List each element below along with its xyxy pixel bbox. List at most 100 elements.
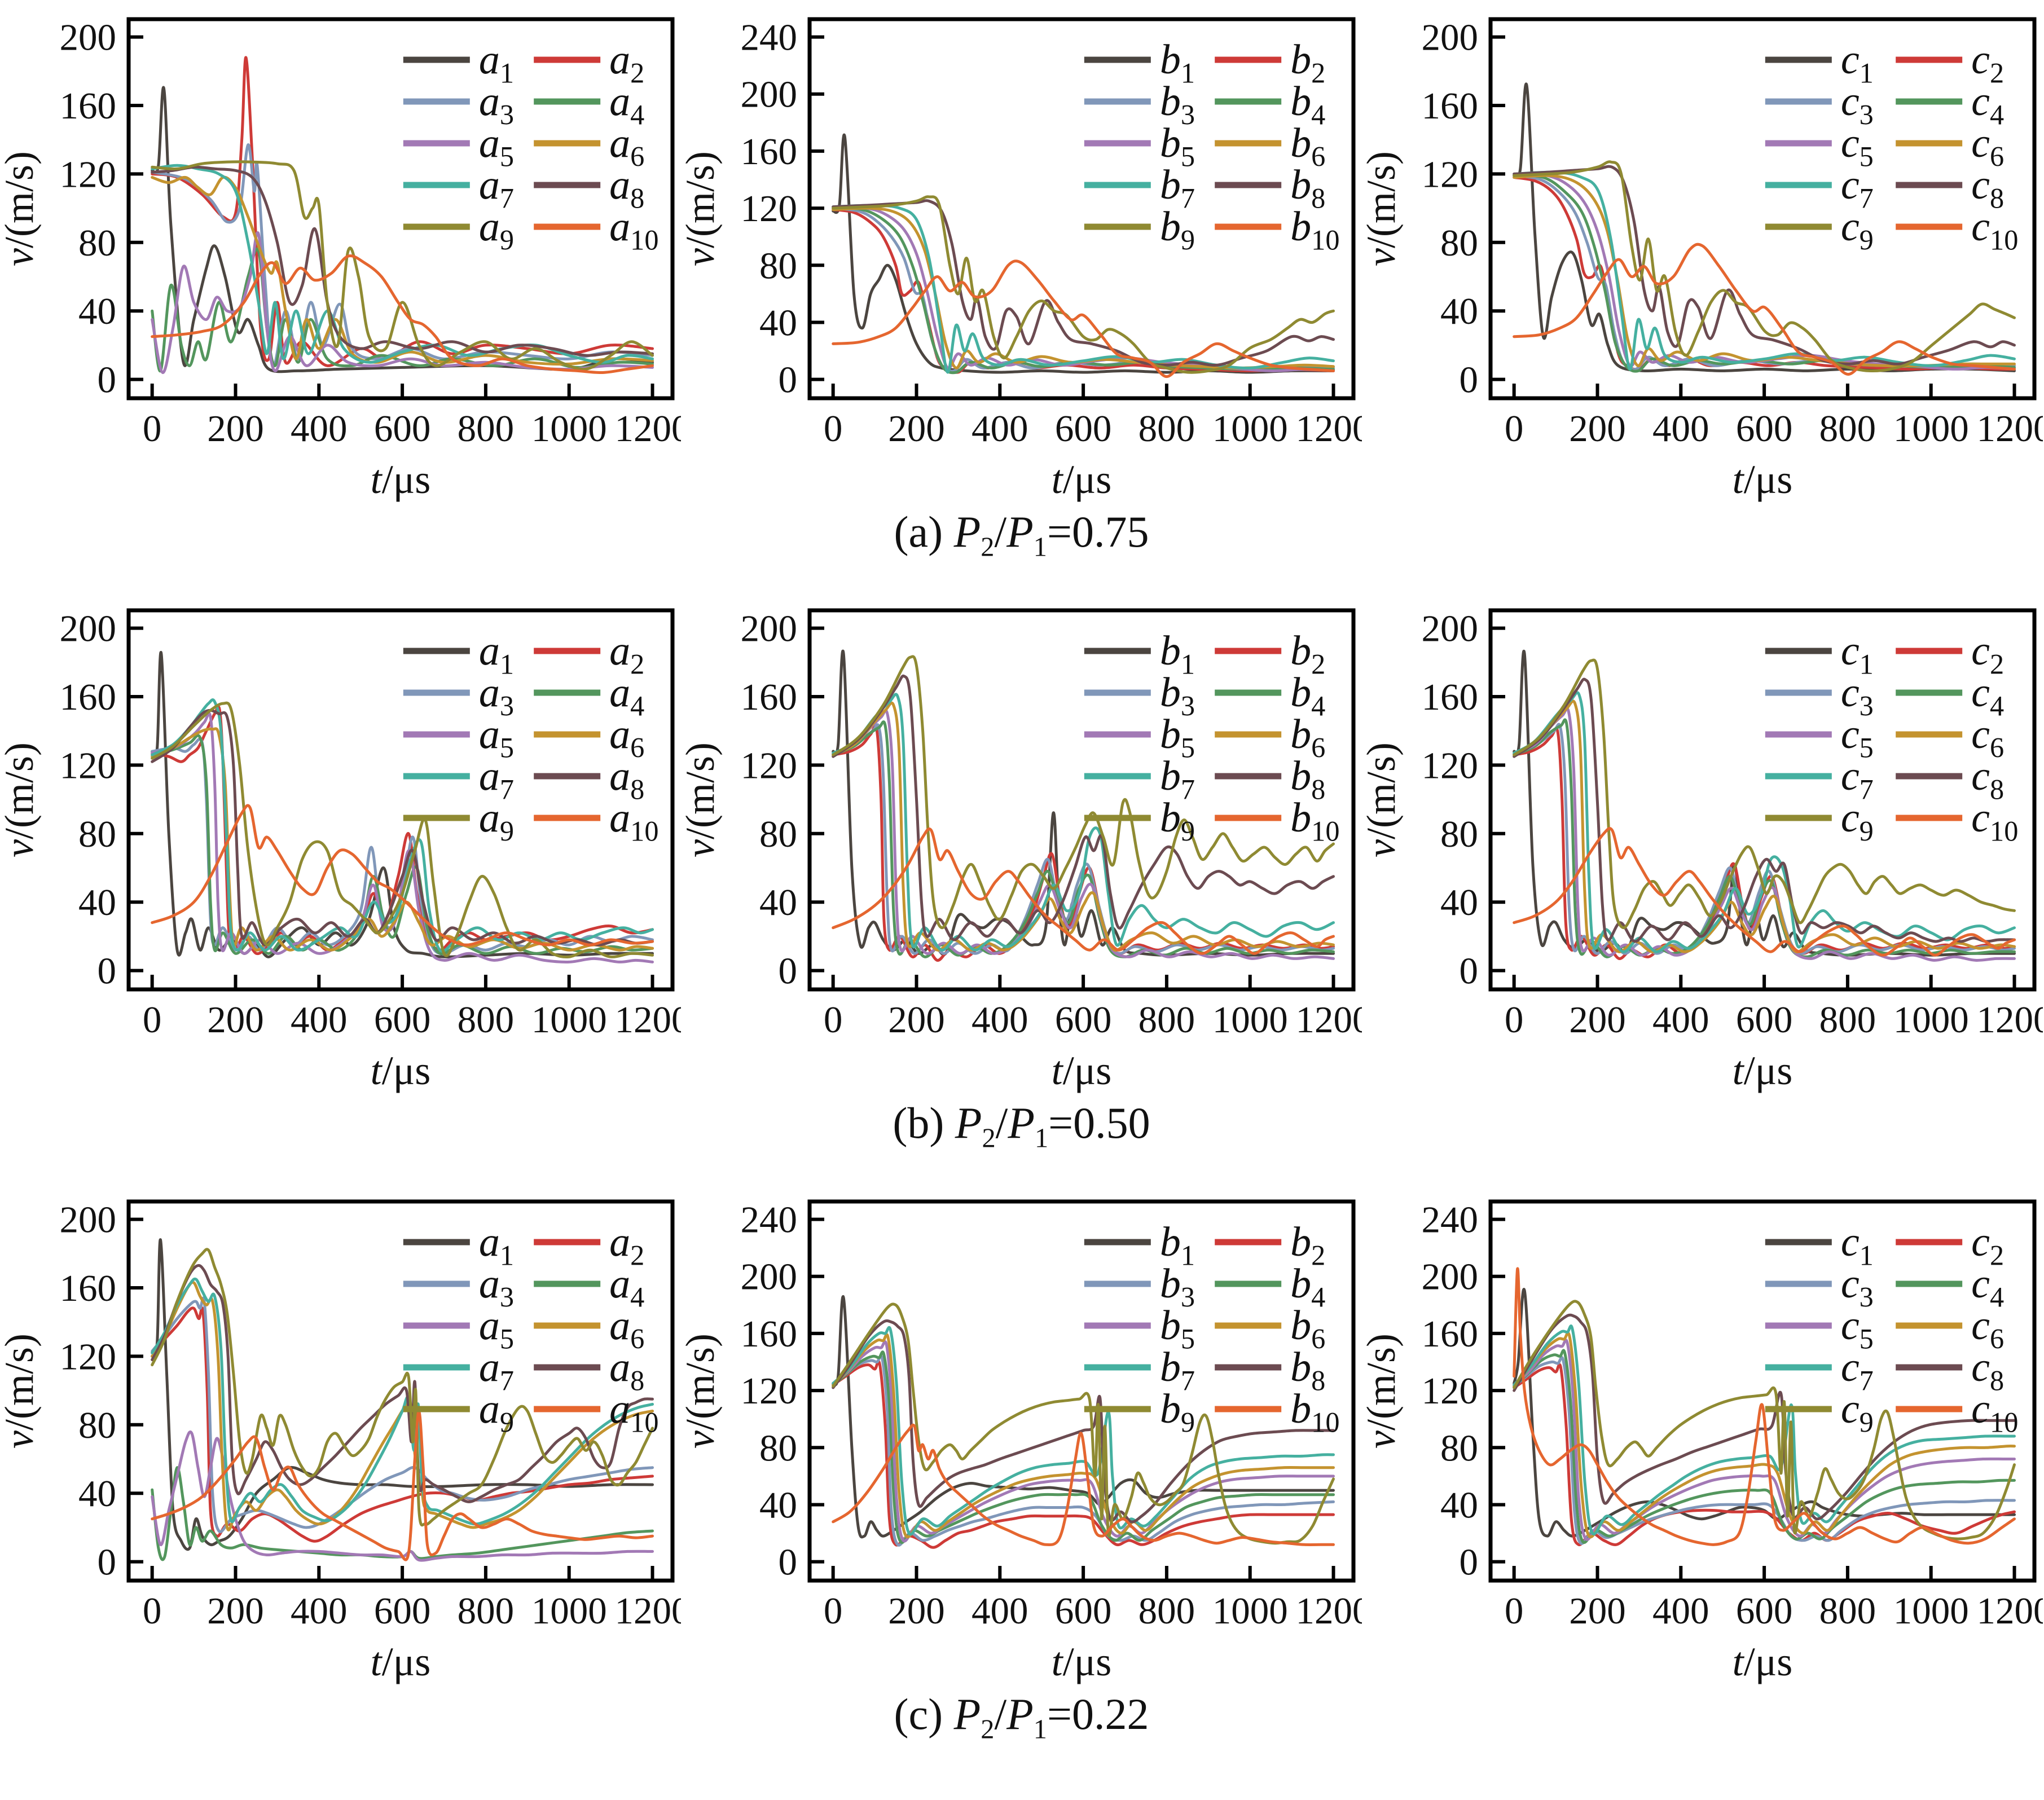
series-line-a5 (151, 231, 654, 375)
x-tick-label: 200 (1569, 1590, 1626, 1632)
series-line-b6 (832, 1333, 1335, 1539)
legend-item-c9: c9 (1765, 795, 1874, 847)
legend-label: c1 (1841, 628, 1874, 680)
legend-item-c2: c2 (1896, 628, 2004, 680)
series-line-c7 (1513, 170, 2016, 371)
legend-item-c3: c3 (1765, 1261, 1874, 1313)
plot-frame (126, 608, 675, 992)
x-tick-label: 400 (972, 1590, 1028, 1632)
series-line-b4 (832, 1350, 1335, 1544)
series-line-c5 (1513, 707, 2016, 962)
series-line-a9 (151, 160, 654, 371)
legend-label: c6 (1971, 120, 2004, 172)
legend-item-a5: a5 (403, 120, 514, 172)
x-tick-label: 600 (1055, 999, 1112, 1041)
y-tick-label: 200 (1422, 17, 1479, 59)
series-line-b7 (832, 204, 1335, 374)
legend-item-c4: c4 (1896, 1261, 2004, 1313)
legend-item-b7: b7 (1084, 162, 1195, 214)
series-line-c2 (1513, 1363, 2016, 1546)
legend-item-b5: b5 (1084, 711, 1195, 763)
legend-label: c7 (1841, 162, 1874, 214)
x-tick-label: 1200 (1296, 1590, 1362, 1632)
x-axis-label: t/μs (1052, 1639, 1112, 1684)
legend-item-a1: a1 (403, 628, 514, 680)
x-tick-label: 1200 (615, 999, 681, 1041)
chart-c-050: 0 40 80 120 160 200 0 200 400 600 800 1000 1200 t/μs v… (1359, 601, 2044, 1098)
legend-item-a9: a9 (403, 1386, 514, 1438)
y-tick-label: 160 (741, 676, 798, 718)
x-tick-label: 1000 (531, 408, 607, 450)
y-tick-label: 80 (1440, 1427, 1478, 1469)
legend-label: c3 (1841, 78, 1874, 130)
legend-item-b3: b3 (1084, 670, 1195, 721)
legend-item-b9: b9 (1084, 795, 1195, 847)
series-line-b7 (832, 693, 1335, 952)
legend-item-c7: c7 (1765, 1344, 1874, 1396)
x-tick-label: 400 (1652, 408, 1709, 450)
x-tick-label: 400 (291, 1590, 348, 1632)
legend-item-a4: a4 (534, 1261, 644, 1313)
legend-item-a2: a2 (534, 628, 644, 680)
y-tick-label: 0 (98, 359, 117, 401)
x-axis-label: t/μs (371, 1048, 431, 1093)
y-tick-label: 120 (1422, 1370, 1479, 1412)
x-tick-label: 400 (291, 408, 348, 450)
x-tick-label: 400 (972, 999, 1028, 1041)
y-tick-label: 240 (1422, 1199, 1479, 1241)
y-tick-label: 160 (1422, 85, 1479, 127)
x-tick-label: 800 (1819, 999, 1876, 1041)
x-tick-label: 200 (1569, 408, 1626, 450)
chart-a-050-plot: 0 40 80 120 160 200 0 200 400 600 800 1000 1200 t/μs v… (0, 608, 691, 1093)
series-line-a6 (151, 1280, 654, 1531)
x-tick-label: 600 (374, 1590, 431, 1632)
x-tick-label: 1000 (1212, 999, 1288, 1041)
legend-label: b9 (1160, 204, 1195, 256)
legend-label: b1 (1160, 628, 1195, 680)
series-line-a8 (151, 165, 654, 357)
series-line-b5 (832, 206, 1335, 372)
legend-item-a10: a10 (534, 1386, 658, 1438)
legend-label: b2 (1290, 628, 1325, 680)
series-line-a8 (151, 1264, 654, 1503)
legend-label: c1 (1841, 37, 1874, 89)
legend-label: c2 (1971, 1219, 2004, 1271)
legend-label: a4 (609, 1261, 644, 1313)
y-tick-label: 80 (78, 1405, 116, 1446)
legend-label: b10 (1290, 1386, 1339, 1438)
x-tick-label: 1000 (1212, 1590, 1288, 1632)
series-line-c10 (1513, 827, 2016, 957)
legend-label: a6 (609, 711, 644, 763)
y-tick-label: 200 (60, 17, 117, 59)
chart-b-075-plot: 0 40 80 120 160 200 240 0 200 400 600 800 1000 1200 t/… (678, 17, 1372, 502)
series-line-c6 (1513, 1331, 2016, 1539)
legend-label: a8 (609, 753, 644, 805)
x-tick-label: 0 (1505, 1590, 1524, 1632)
legend-item-b9: b9 (1084, 1386, 1195, 1438)
plot-frame (807, 608, 1356, 992)
x-tick-label: 600 (1055, 1590, 1112, 1632)
x-tick-label: 200 (888, 408, 945, 450)
legend-label: a6 (609, 120, 644, 172)
series-line-b9 (832, 655, 1335, 930)
x-tick-label: 800 (1139, 999, 1195, 1041)
series-line-c4 (1513, 718, 2016, 958)
legend-item-b8: b8 (1215, 753, 1325, 805)
x-tick-label: 400 (1652, 999, 1709, 1041)
legend-label: a2 (609, 37, 644, 89)
legend-label: b3 (1160, 670, 1195, 721)
legend-label: c4 (1971, 670, 2004, 721)
legend-item-b10: b10 (1215, 795, 1339, 847)
legend-label: c3 (1841, 1261, 1874, 1313)
y-tick-label: 120 (60, 745, 117, 786)
legend-item-a9: a9 (403, 204, 514, 256)
legend-item-a6: a6 (534, 711, 644, 763)
x-tick-label: 1200 (1977, 408, 2043, 450)
y-axis-label: v/(m/s) (681, 1334, 723, 1449)
legend-label: b1 (1160, 37, 1195, 89)
chart-grid: 0 40 80 120 160 200 0 200 400 600 800 1000 1200 t/μs v… (0, 10, 2044, 1752)
legend-item-b4: b4 (1215, 1261, 1325, 1313)
legend-label: a6 (609, 1302, 644, 1354)
legend-label: c5 (1841, 120, 1874, 172)
chart-b-022: 0 40 80 120 160 200 240 0 200 400 600 800 1000 1200 t/… (678, 1192, 1372, 1689)
